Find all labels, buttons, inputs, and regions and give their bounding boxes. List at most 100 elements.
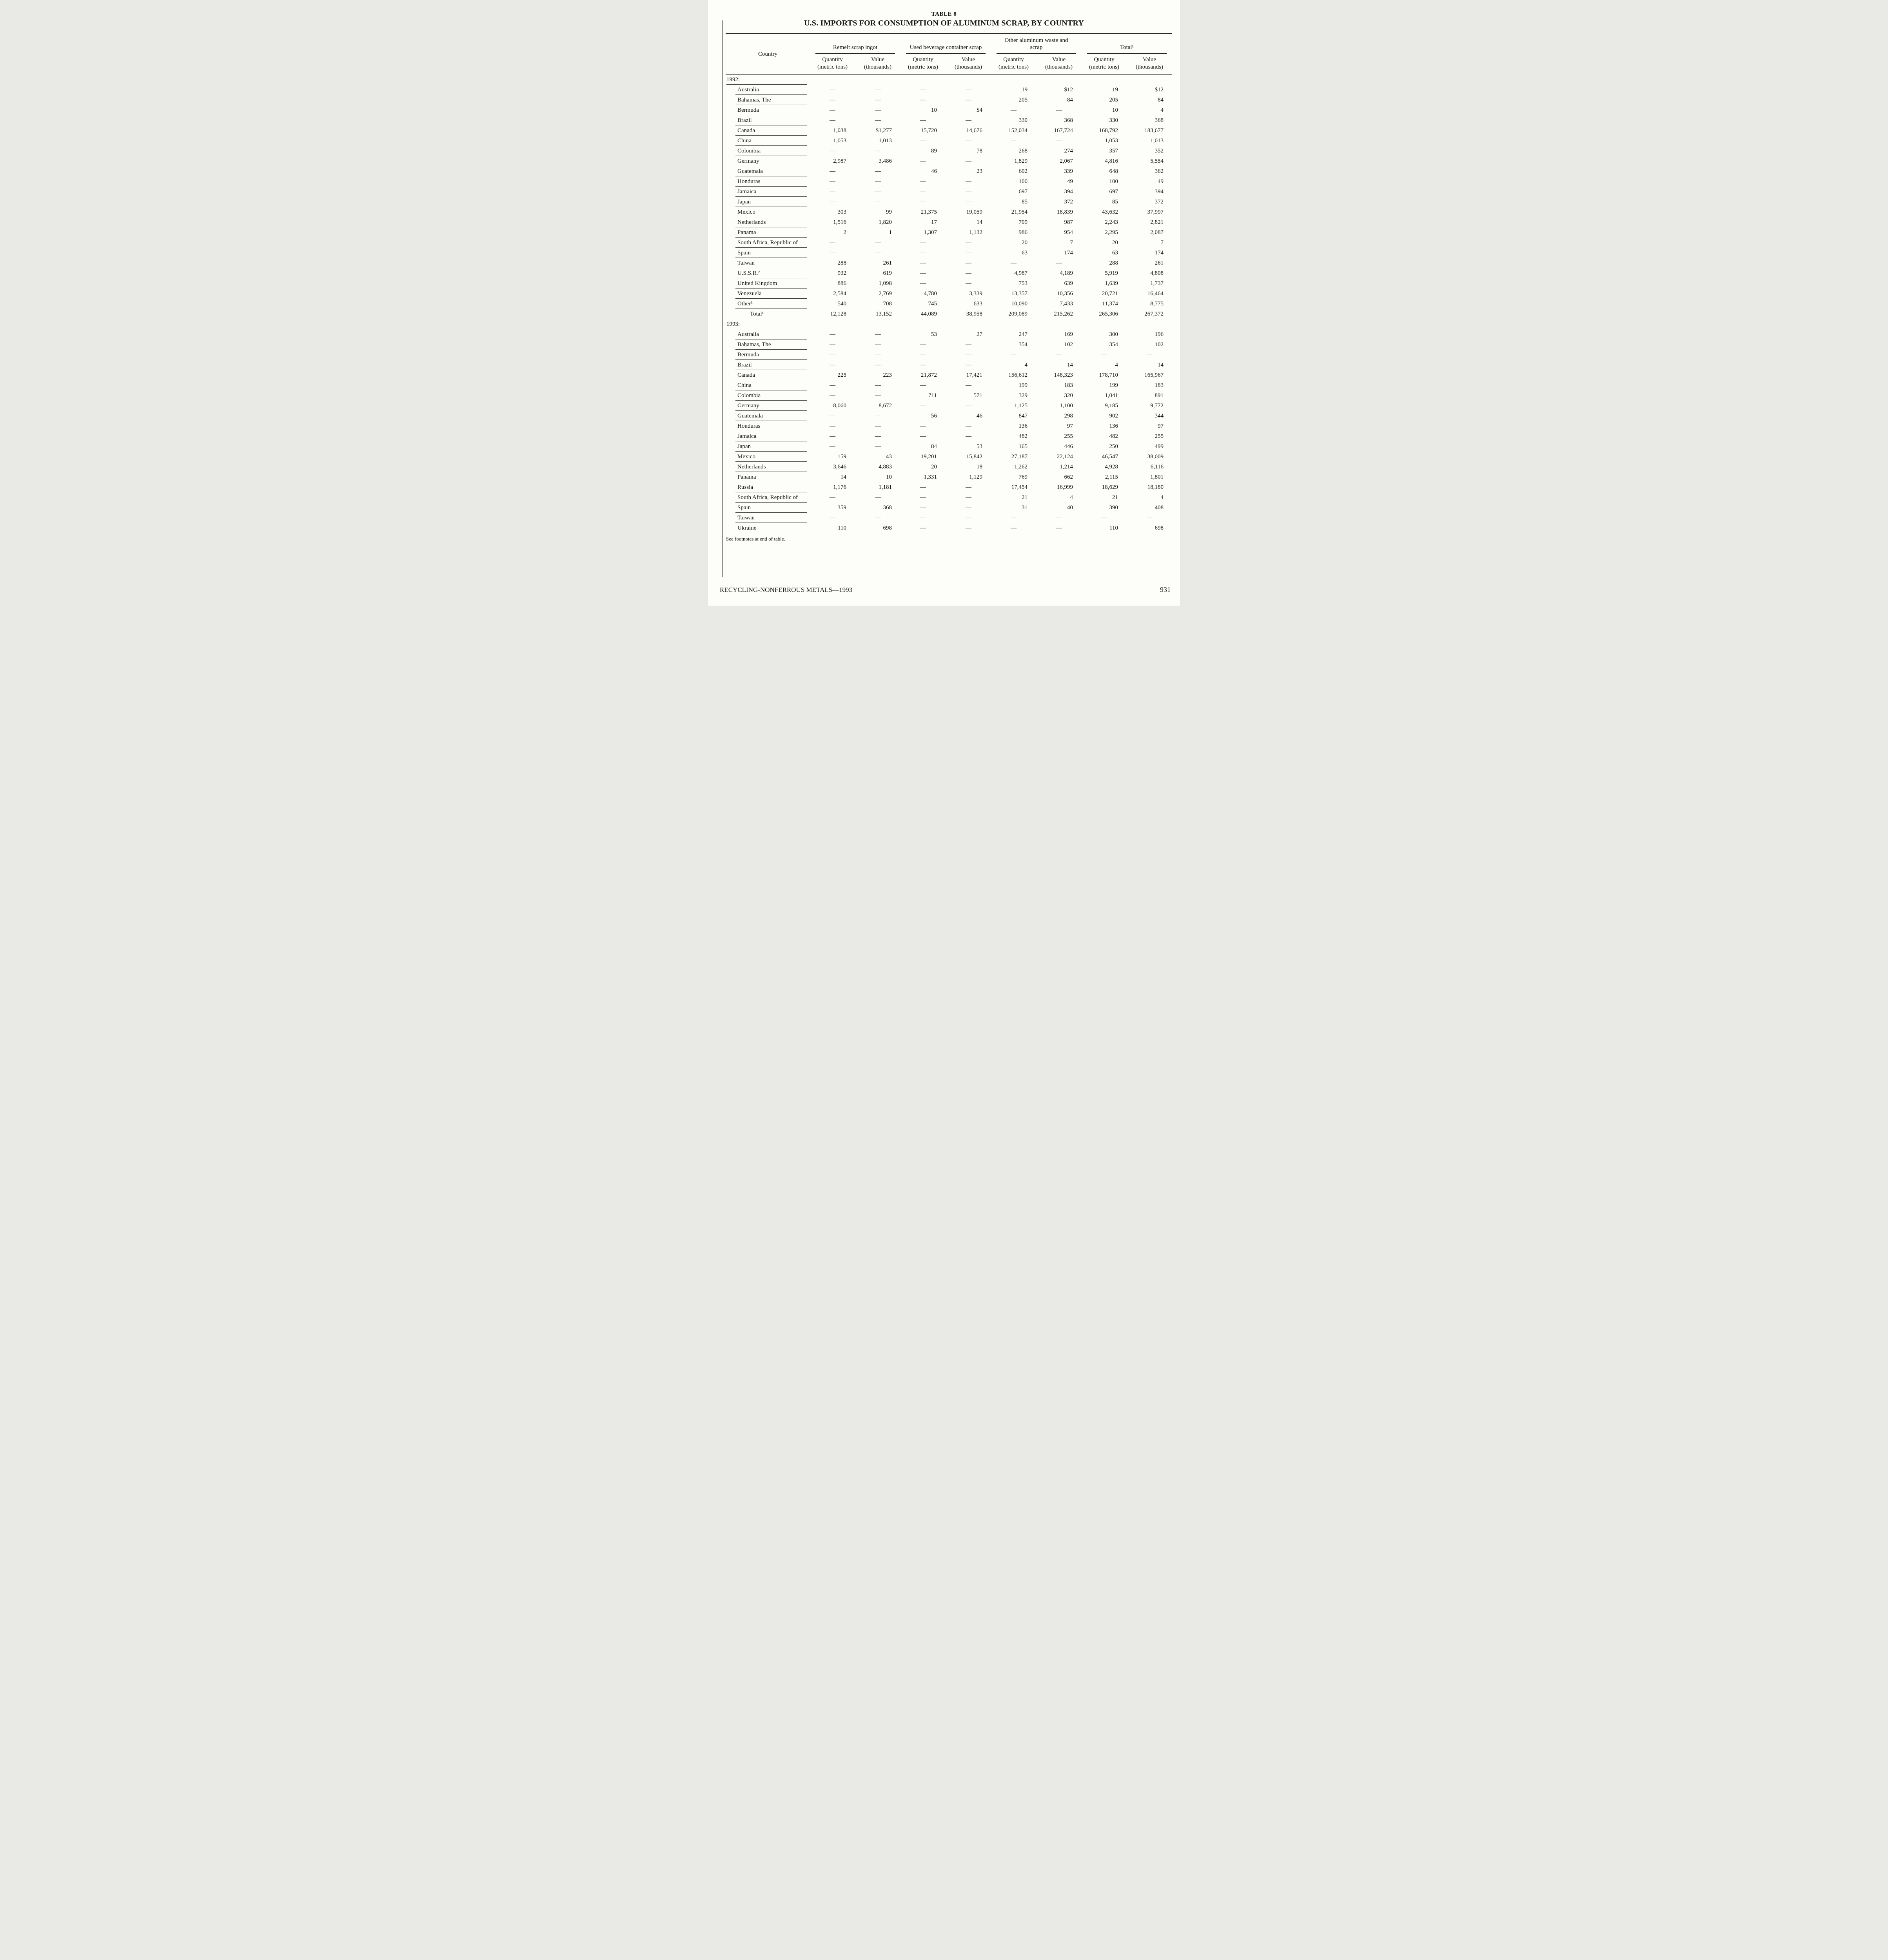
empty-cell: [855, 74, 900, 85]
value-cell: 196: [1155, 331, 1164, 338]
value-cell: 183: [1064, 382, 1073, 388]
table-row: Spain 359 368 — — 31 40 390 408: [726, 503, 1172, 513]
table-row: Panama 2 1 1,307 1,132 986 954 2,295 2,087: [726, 227, 1172, 238]
table-row: Jamaica — — — — 697 394 697 394: [726, 187, 1172, 197]
table-row: Guatemala — — 46 23 602 339 648 362: [726, 166, 1172, 177]
country-cell: China: [726, 136, 810, 146]
value-cell: —: [920, 504, 926, 511]
value-cell: —: [920, 361, 926, 368]
value-cell: 13,152: [855, 309, 900, 319]
table-row: Colombia — — 89 78 268 274 357 352: [726, 146, 1172, 156]
value-cell: 4,808: [1150, 270, 1164, 276]
value-cell: 12,128: [810, 309, 855, 319]
value-header: Value (thousands): [1127, 54, 1173, 75]
value-cell: 2,821: [1150, 219, 1164, 225]
table-row: Honduras — — — — 136 97 136 97: [726, 421, 1172, 432]
value-cell: 339: [1064, 168, 1073, 174]
table-row: Taiwan — — — — — — — —: [726, 513, 1172, 523]
value-cell: —: [830, 382, 835, 388]
value-cell: 1,013: [879, 137, 892, 144]
page-title: U.S. IMPORTS FOR CONSUMPTION OF ALUMINUM…: [804, 19, 1084, 27]
value-cell: 19: [1112, 86, 1118, 93]
quantity-header: Quantity (metric tons): [810, 54, 855, 75]
value-cell: 17,454: [1011, 484, 1028, 490]
value-cell: 10: [886, 474, 892, 480]
value-cell: 18,180: [1147, 484, 1164, 490]
value-cell: 7: [1070, 239, 1073, 246]
value-cell: 4,189: [1060, 270, 1073, 276]
value-cell: —: [830, 341, 835, 348]
country-cell: Colombia: [726, 146, 810, 156]
country-cell: Panama: [726, 227, 810, 238]
value-cell: 303: [837, 209, 847, 215]
value-cell: 2,584: [833, 290, 846, 297]
country-cell: Mexico: [726, 452, 810, 462]
value-header: Value (thousands): [855, 54, 900, 75]
value-cell: —: [875, 341, 881, 348]
page-number: 931: [1160, 586, 1171, 593]
country-cell: Jamaica: [726, 431, 810, 442]
value-cell: —: [875, 249, 881, 256]
country-cell: United Kingdom: [726, 278, 810, 289]
value-cell: 23: [977, 168, 982, 174]
value-cell: —: [875, 86, 881, 93]
value-cell: 4: [1160, 494, 1164, 501]
value-cell: 1,100: [1060, 402, 1073, 409]
value-cell: 1,737: [1150, 280, 1164, 287]
value-cell: 1,053: [833, 137, 846, 144]
group-label: Other aluminum waste and scrap: [1004, 37, 1068, 51]
value-cell: 633: [973, 300, 983, 307]
value-cell: 2: [843, 229, 847, 236]
value-cell: 987: [1064, 219, 1073, 225]
value-cell: 1,132: [969, 229, 982, 236]
value-cell: —: [966, 494, 971, 501]
value-cell: —: [966, 484, 971, 490]
value-cell: —: [1056, 137, 1062, 144]
value-cell: —: [966, 158, 971, 164]
value-cell: 4: [1160, 107, 1164, 113]
value-cell: —: [875, 147, 881, 154]
value-cell: 10: [1112, 107, 1118, 113]
country-cell: Taiwan: [726, 513, 810, 523]
value-cell: 18,839: [1057, 209, 1073, 215]
table-row: Bermuda — — 10 $4 — — 10 4: [726, 105, 1172, 116]
value-cell: 167,724: [1054, 127, 1073, 134]
value-cell: 1,214: [1060, 463, 1073, 470]
value-cell: —: [830, 494, 835, 501]
value-cell: 15,842: [966, 453, 982, 460]
value-cell: 3,646: [833, 463, 846, 470]
value-cell: 1,098: [879, 280, 892, 287]
value-cell: 1,038: [833, 127, 846, 134]
value-cell: —: [1011, 137, 1017, 144]
value-cell: 619: [883, 270, 892, 276]
value-cell: 159: [837, 453, 847, 460]
value-cell: 110: [1109, 524, 1118, 531]
value-cell: —: [920, 239, 926, 246]
value-cell: 17: [931, 219, 937, 225]
value-cell: 63: [1022, 249, 1028, 256]
value-cell: —: [875, 433, 881, 439]
value-cell: 19,201: [920, 453, 937, 460]
value-cell: 4: [1024, 361, 1028, 368]
value-cell: 13,357: [1011, 290, 1028, 297]
table-body: 1992: Australia — — — —19 $12 19 $12 Bahamas, The…: [726, 74, 1172, 534]
table-row: Spain — — — — 63 174 63 174: [726, 248, 1172, 258]
table-row: Guatemala — — 56 46 847 298 902 344: [726, 411, 1172, 421]
value-cell: 639: [1064, 280, 1073, 287]
table-row: South Africa, Republic of — — — — 21 4 21 4: [726, 492, 1172, 503]
year-label: 1993:: [726, 319, 810, 330]
table-row: Netherlands 3,646 4,883 20 18 1,262 1,214 4,928…: [726, 462, 1172, 472]
value-cell: 482: [1109, 433, 1118, 439]
table-row: Mexico 303 99 21,375 19,059 21,954 18,839 43,63…: [726, 207, 1172, 218]
total-row: Total¹ 12,128 13,152 44,089 38,958 209,089 215…: [726, 309, 1172, 319]
empty-cell: [1036, 74, 1082, 85]
value-cell: 268: [1018, 147, 1028, 154]
value-cell: 165: [1018, 443, 1028, 450]
table-row: Japan — — 84 53 165 446 250 499: [726, 441, 1172, 452]
value-header: Value (thousands): [946, 54, 991, 75]
value-cell: 43,632: [1102, 209, 1118, 215]
country-cell: South Africa, Republic of: [726, 492, 810, 503]
value-cell: 174: [1155, 249, 1164, 256]
value-cell: —: [966, 249, 971, 256]
value-cell: —: [875, 351, 881, 358]
